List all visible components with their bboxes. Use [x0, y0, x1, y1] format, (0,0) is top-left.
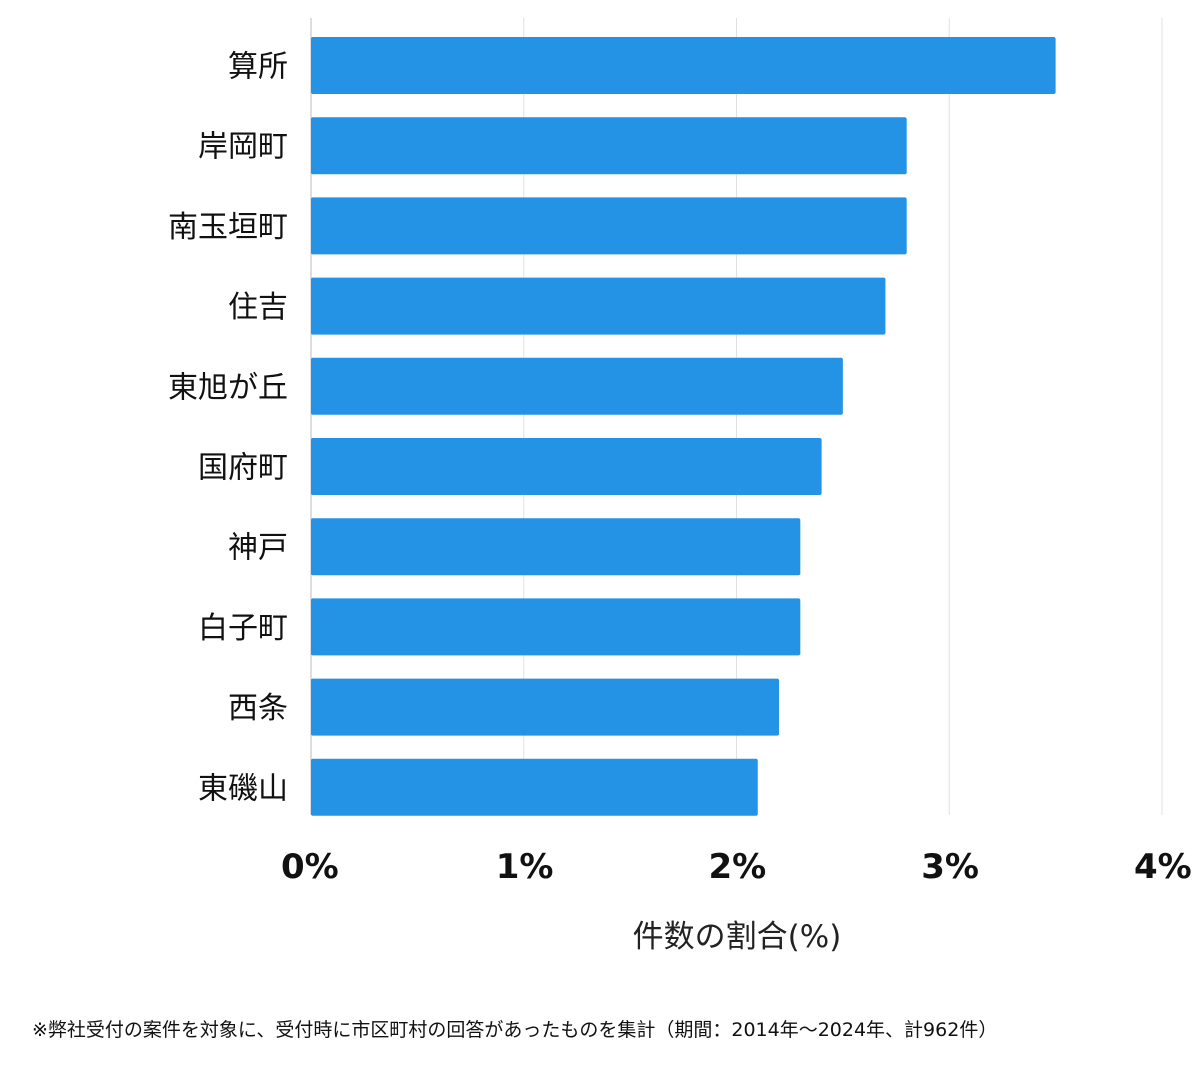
- category-label: 東旭が丘: [168, 370, 288, 405]
- bar: [311, 357, 843, 415]
- bar-chart: 0% 1% 2% 3% 4% 算所岸岡町南玉垣町住吉東旭が丘国府町神戸白子町西条東磯山件数…: [168, 18, 1192, 955]
- category-label: 住吉: [228, 290, 288, 325]
- category-label: 算所: [228, 50, 288, 85]
- bar: [311, 598, 801, 656]
- bar: [311, 277, 886, 335]
- x-tick-label: 2%: [709, 847, 767, 887]
- category-label: 国府町: [198, 451, 288, 486]
- x-tick-label: 0%: [281, 847, 339, 887]
- bar: [311, 438, 822, 495]
- bar: [311, 678, 780, 736]
- category-label: 西条: [228, 691, 288, 726]
- x-tick-label: 1%: [496, 847, 554, 887]
- x-axis-label: 件数の割合(%): [633, 919, 842, 955]
- footnote: ※弊社受付の案件を対象に、受付時に市区町村の回答があったものを集計（期間：201…: [32, 1019, 998, 1041]
- category-label: 岸岡町: [198, 130, 288, 165]
- bar: [311, 518, 801, 576]
- bar: [311, 117, 907, 175]
- x-tick-label: 4%: [1134, 847, 1192, 887]
- bar: [311, 197, 907, 255]
- x-tick-label: 3%: [921, 847, 979, 887]
- bar: [311, 37, 1056, 94]
- category-label: 神戸: [228, 531, 288, 566]
- category-label: 白子町: [198, 611, 288, 646]
- category-label: 東磯山: [198, 771, 288, 806]
- category-label: 南玉垣町: [168, 210, 288, 245]
- bar: [311, 758, 758, 816]
